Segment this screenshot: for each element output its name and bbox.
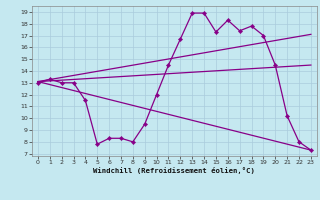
X-axis label: Windchill (Refroidissement éolien,°C): Windchill (Refroidissement éolien,°C) [93,167,255,174]
